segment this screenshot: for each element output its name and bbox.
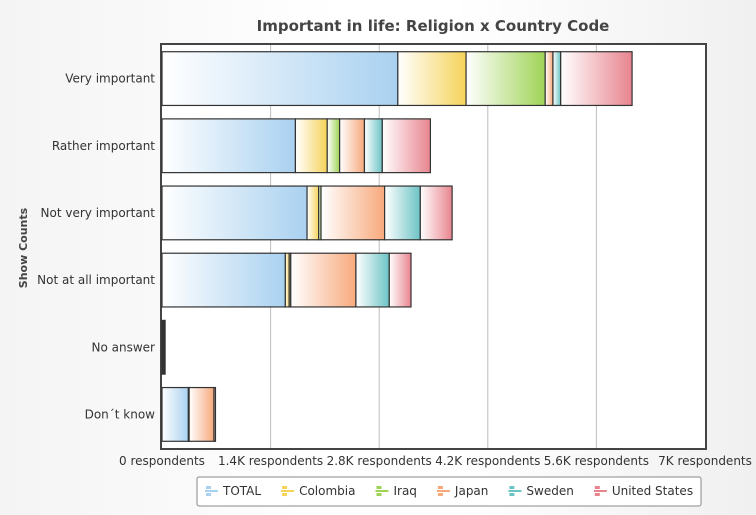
legend[interactable]: TOTAL Colombia Iraq Japan Sweden United State…	[205, 484, 693, 498]
legend-item-japan[interactable]: Japan	[436, 484, 488, 498]
bar-no-answer-total[interactable]	[161, 319, 166, 375]
legend-item-sweden[interactable]: Sweden	[508, 484, 574, 498]
legend-swatch-icon	[205, 486, 218, 496]
y-category-label: Not at all important	[37, 273, 155, 287]
bar-very-important-sweden[interactable]	[552, 51, 562, 107]
x-tick-label: 1.4K respondents	[218, 454, 323, 468]
bar-not-very-important-total[interactable]	[161, 185, 308, 241]
legend-label: Japan	[454, 484, 488, 498]
bar-don-t-know-japan[interactable]	[188, 386, 215, 442]
y-category-label: No answer	[92, 340, 156, 354]
legend-swatch-icon	[436, 486, 450, 496]
bar-don-t-know-united-states[interactable]	[213, 386, 217, 442]
chart-title: Important in life: Religion x Country Co…	[257, 17, 610, 35]
bar-rather-important-colombia[interactable]	[294, 118, 328, 174]
bar-not-at-all-important-total[interactable]	[161, 252, 286, 308]
bar-very-important-colombia[interactable]	[397, 51, 467, 107]
legend-label: Sweden	[526, 484, 573, 498]
y-axis-title: Show Counts	[17, 207, 30, 288]
x-tick-label: 7K respondents	[658, 454, 752, 468]
bar-not-very-important-colombia[interactable]	[306, 185, 320, 241]
legend-label: TOTAL	[222, 484, 261, 498]
bar-very-important-iraq[interactable]	[465, 51, 546, 107]
bar-very-important-japan[interactable]	[544, 51, 554, 107]
bar-not-at-all-important-japan[interactable]	[290, 252, 357, 308]
x-tick-label: 0 respondents	[119, 454, 205, 468]
legend-swatch-icon	[281, 486, 295, 496]
legend-label: Colombia	[299, 484, 355, 498]
bar-not-very-important-japan[interactable]	[320, 185, 386, 241]
legend-swatch-icon	[508, 486, 522, 496]
bar-very-important-total[interactable]	[161, 51, 399, 107]
x-tick-label: 4.2K respondents	[435, 454, 540, 468]
bar-very-important-united-states[interactable]	[560, 51, 633, 107]
grid-lines	[270, 45, 597, 448]
x-tick-label: 5.6K respondents	[544, 454, 649, 468]
bar-not-at-all-important-united-states[interactable]	[388, 252, 412, 308]
y-category-label: Not very important	[41, 206, 156, 220]
plot-area	[160, 43, 707, 450]
legend-swatch-icon	[593, 486, 607, 496]
legend-item-united-states[interactable]: United States	[593, 484, 693, 498]
bar-rather-important-japan[interactable]	[339, 118, 366, 174]
bar-not-very-important-sweden[interactable]	[384, 185, 421, 241]
x-tick-labels: 0 respondents 1.4K respondents 2.8K respon…	[119, 454, 752, 468]
legend-label: United States	[612, 484, 693, 498]
bar-rather-important-iraq[interactable]	[326, 118, 341, 174]
y-category-labels: Very important Rather important Not very i…	[37, 72, 155, 422]
bar-rather-important-sweden[interactable]	[363, 118, 383, 174]
legend-item-total[interactable]: TOTAL	[205, 484, 261, 498]
bar-rather-important-united-states[interactable]	[381, 118, 431, 174]
legend-label: Iraq	[393, 484, 416, 498]
bar-not-at-all-important-sweden[interactable]	[355, 252, 390, 308]
bar-rather-important-total[interactable]	[161, 118, 297, 174]
x-tick-label: 2.8K respondents	[327, 454, 432, 468]
legend-item-colombia[interactable]: Colombia	[281, 484, 355, 498]
y-category-label: Very important	[65, 72, 155, 86]
y-category-label: Don´t know	[85, 407, 156, 421]
legend-item-iraq[interactable]: Iraq	[375, 484, 417, 498]
y-category-label: Rather important	[52, 139, 155, 153]
bars-group	[161, 51, 633, 442]
bar-don-t-know-total[interactable]	[161, 386, 189, 442]
legend-swatch-icon	[375, 486, 389, 496]
bar-not-very-important-united-states[interactable]	[419, 185, 453, 241]
